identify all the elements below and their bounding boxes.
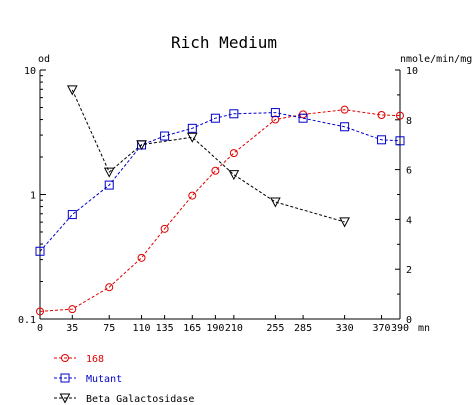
series-layer <box>35 85 405 316</box>
data-point <box>136 140 147 151</box>
right-tick-label: 0 <box>406 315 412 326</box>
x-tick-label: 190 <box>206 323 224 334</box>
data-point <box>377 135 387 145</box>
chart-title: Rich Medium <box>171 33 277 52</box>
left-tick-label: 10 <box>24 66 36 77</box>
data-point <box>186 132 198 143</box>
data-point <box>67 210 77 220</box>
legend-label: Mutant <box>86 374 122 385</box>
data-point <box>137 253 146 262</box>
left-axis-label: od <box>38 54 50 65</box>
right-tick-label: 2 <box>406 265 412 276</box>
data-point <box>160 224 169 233</box>
data-point <box>298 113 308 123</box>
data-point <box>340 122 350 132</box>
data-point <box>395 136 405 146</box>
data-point <box>396 111 404 120</box>
legend-marker <box>61 354 69 362</box>
left-tick-label: 1 <box>30 191 36 202</box>
data-point <box>210 113 220 123</box>
x-tick-label: 330 <box>336 323 354 334</box>
x-tick-label: 135 <box>156 323 174 334</box>
right-tick-label: 8 <box>406 116 412 127</box>
x-tick-label: 75 <box>103 323 115 334</box>
series-square <box>35 108 405 256</box>
x-unit-label: mn <box>418 323 430 334</box>
series-circle <box>36 105 404 316</box>
data-point <box>377 111 386 120</box>
data-point <box>160 131 170 141</box>
data-point <box>104 180 114 190</box>
legend-marker <box>59 393 71 404</box>
data-point <box>339 217 350 228</box>
x-tick-label: 390 <box>391 323 409 334</box>
x-tick-label: 165 <box>183 323 201 334</box>
data-point <box>211 166 220 175</box>
x-tick-label: 110 <box>133 323 151 334</box>
right-tick-label: 10 <box>406 66 418 77</box>
ticks-layer: 0 35 75 110 135 165 190 210 255 285 330 370 3900.111… <box>18 66 418 334</box>
data-point <box>229 109 239 119</box>
data-point <box>68 305 77 314</box>
series-triangle-down <box>66 85 350 228</box>
right-tick-label: 6 <box>406 166 412 177</box>
x-tick-label: 285 <box>294 323 312 334</box>
data-point <box>270 108 280 118</box>
x-tick-label: 255 <box>266 323 284 334</box>
right-tick-label: 4 <box>406 215 412 226</box>
right-axis-label: nmole/min/mg <box>400 54 472 65</box>
x-tick-label: 210 <box>225 323 243 334</box>
x-tick-label: 370 <box>373 323 391 334</box>
series-line <box>71 89 345 223</box>
legend-label: 168 <box>86 354 104 365</box>
data-point <box>270 197 281 208</box>
data-point <box>188 191 197 200</box>
data-point <box>105 283 114 292</box>
data-point <box>340 105 349 114</box>
legend: 168 Mutant Beta Galactosidase <box>54 354 194 405</box>
data-point <box>271 115 280 124</box>
left-tick-label: 0.1 <box>18 315 36 326</box>
data-point <box>35 246 45 256</box>
x-tick-label: 0 <box>37 323 43 334</box>
series-line <box>39 109 401 312</box>
legend-marker <box>60 373 70 383</box>
legend-label: Beta Galactosidase <box>86 394 194 405</box>
data-point <box>228 170 240 181</box>
data-point <box>36 307 44 316</box>
series-line <box>39 112 401 252</box>
data-point <box>229 149 238 158</box>
data-point <box>66 85 78 96</box>
data-point <box>187 123 197 133</box>
data-point <box>103 167 115 178</box>
x-tick-label: 35 <box>66 323 78 334</box>
